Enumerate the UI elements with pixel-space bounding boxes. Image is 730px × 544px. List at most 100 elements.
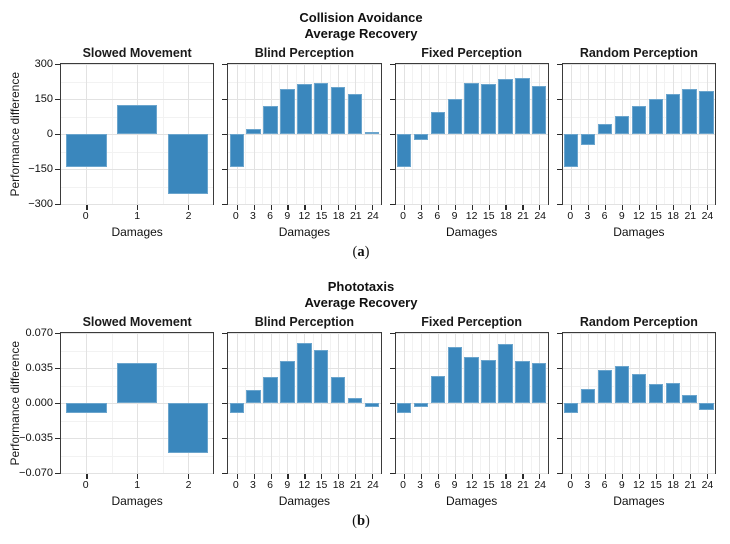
x-tick-label: 21 [684, 479, 697, 491]
grid-major-h [395, 472, 548, 474]
grid-major-v [488, 333, 490, 473]
grid-major-v [522, 64, 524, 204]
grid-major-v [338, 64, 340, 204]
figure-b-title-line2: Average Recovery [304, 295, 418, 310]
bar [347, 93, 363, 134]
x-tick-mark [689, 474, 691, 479]
x-tick-label: 18 [332, 210, 345, 222]
grid-major-v [539, 64, 541, 204]
grid-major-v [689, 64, 691, 204]
y-tick-label: 150 [34, 93, 53, 105]
y-tick-label: −150 [28, 163, 53, 175]
y-axis-label: Performance difference [7, 340, 22, 466]
y-tick-label: 0.000 [25, 397, 53, 409]
x-tick-mark [588, 205, 590, 210]
x-tick-label: 3 [584, 210, 591, 222]
bar [580, 389, 596, 403]
grid-major-v [655, 64, 657, 204]
caption-paren-open: ( [352, 244, 358, 260]
x-tick-label: 21 [349, 210, 362, 222]
x-ticks: 0 3 6 9 12 15 18 21 24 [227, 210, 381, 223]
x-tick-label: 9 [284, 479, 291, 491]
grid-major-h [228, 472, 381, 474]
y-tick-mark [389, 98, 395, 100]
grid-major-v [488, 64, 490, 204]
grid-major-v [539, 333, 541, 473]
x-ticks: 0 3 6 9 12 15 18 21 24 [562, 210, 716, 223]
bar [682, 395, 697, 403]
figure-b-title-line1: Phototaxis [327, 279, 395, 294]
x-tick-label: 2 [185, 479, 192, 491]
x-tick-mark [321, 474, 323, 479]
subplot: Blind Perception 0 3 6 9 12 15 18 21 24 Damages [222, 46, 382, 239]
x-tick-label: 3 [250, 479, 256, 491]
caption-paren-close: ) [365, 513, 370, 529]
subplot-title: Blind Perception [254, 315, 355, 329]
bar [564, 403, 579, 413]
grid-major-v [638, 64, 640, 204]
plot-area: 300 150 0 −150 −300 [28, 58, 215, 210]
x-tick-label: 9 [618, 210, 625, 222]
x-ticks: 0 3 6 9 12 15 18 21 24 [395, 210, 549, 223]
x-tick-mark [471, 205, 473, 210]
x-tick-label: 15 [650, 210, 662, 222]
y-tick-mark [222, 168, 228, 170]
y-tick-mark [389, 332, 395, 334]
x-tick-label: 18 [667, 479, 679, 491]
bar [430, 111, 445, 134]
bar [413, 134, 429, 140]
x-tick-mark [137, 474, 139, 479]
figure-a-body: Performance difference Slowed Movement 30… [6, 46, 716, 239]
x-tick-label: 0 [82, 210, 89, 222]
y-tick-mark [222, 332, 228, 334]
x-ticks: 0 3 6 9 12 15 18 21 24 [227, 479, 381, 492]
x-axis-label: Damages [111, 225, 163, 239]
x-tick-label: 18 [500, 479, 512, 491]
x-tick-mark [689, 205, 691, 210]
y-tick-mark [222, 133, 228, 135]
subplot: Fixed Perception 0 3 6 9 12 15 18 21 24 Damages [389, 315, 549, 508]
subplot: Slowed Movement 300 150 0 −150 −300 0 1 2 Damages [28, 46, 215, 239]
x-tick-mark [372, 205, 374, 210]
x-tick-label: 6 [267, 479, 274, 491]
grid-major-v [253, 64, 255, 204]
bar [396, 134, 412, 167]
x-tick-label: 18 [667, 210, 679, 222]
bar [396, 403, 412, 413]
grid-major-v [270, 64, 272, 204]
grid-major-v [437, 333, 439, 473]
grid-major-h [562, 472, 715, 474]
grid-major-h [562, 203, 715, 205]
y-tick-mark [556, 203, 562, 205]
bar [229, 403, 244, 413]
x-tick-label: 24 [534, 210, 547, 222]
figure-b-title: Phototaxis Average Recovery [6, 279, 716, 311]
grid-major-v [137, 64, 139, 204]
x-tick-label: 12 [633, 479, 645, 491]
bar [66, 403, 107, 413]
bar [364, 403, 380, 407]
bar [515, 78, 530, 134]
x-tick-mark [338, 474, 340, 479]
y-tick-mark [222, 98, 228, 100]
x-tick-label: 24 [701, 210, 714, 222]
x-tick-label: 6 [434, 210, 441, 222]
figure-b-body: Performance difference Slowed Movement 0.… [6, 315, 716, 508]
x-tick-mark [437, 474, 439, 479]
x-ticks: 0 1 2 [60, 210, 214, 223]
grid-major-v [437, 64, 439, 204]
y-tick-mark [556, 332, 562, 334]
plot-area [556, 332, 716, 479]
x-tick-mark [403, 474, 406, 479]
bar [614, 115, 630, 134]
x-tick-label: 21 [517, 210, 529, 222]
x-tick-mark [539, 205, 541, 210]
x-tick-label: 24 [701, 479, 714, 491]
grid-major-h [61, 203, 214, 205]
x-tick-label: 21 [517, 479, 529, 491]
bar [314, 350, 329, 403]
y-tick-mark [389, 367, 395, 369]
bar [648, 384, 663, 403]
x-axis-label: Damages [445, 225, 498, 239]
bar [532, 85, 547, 134]
